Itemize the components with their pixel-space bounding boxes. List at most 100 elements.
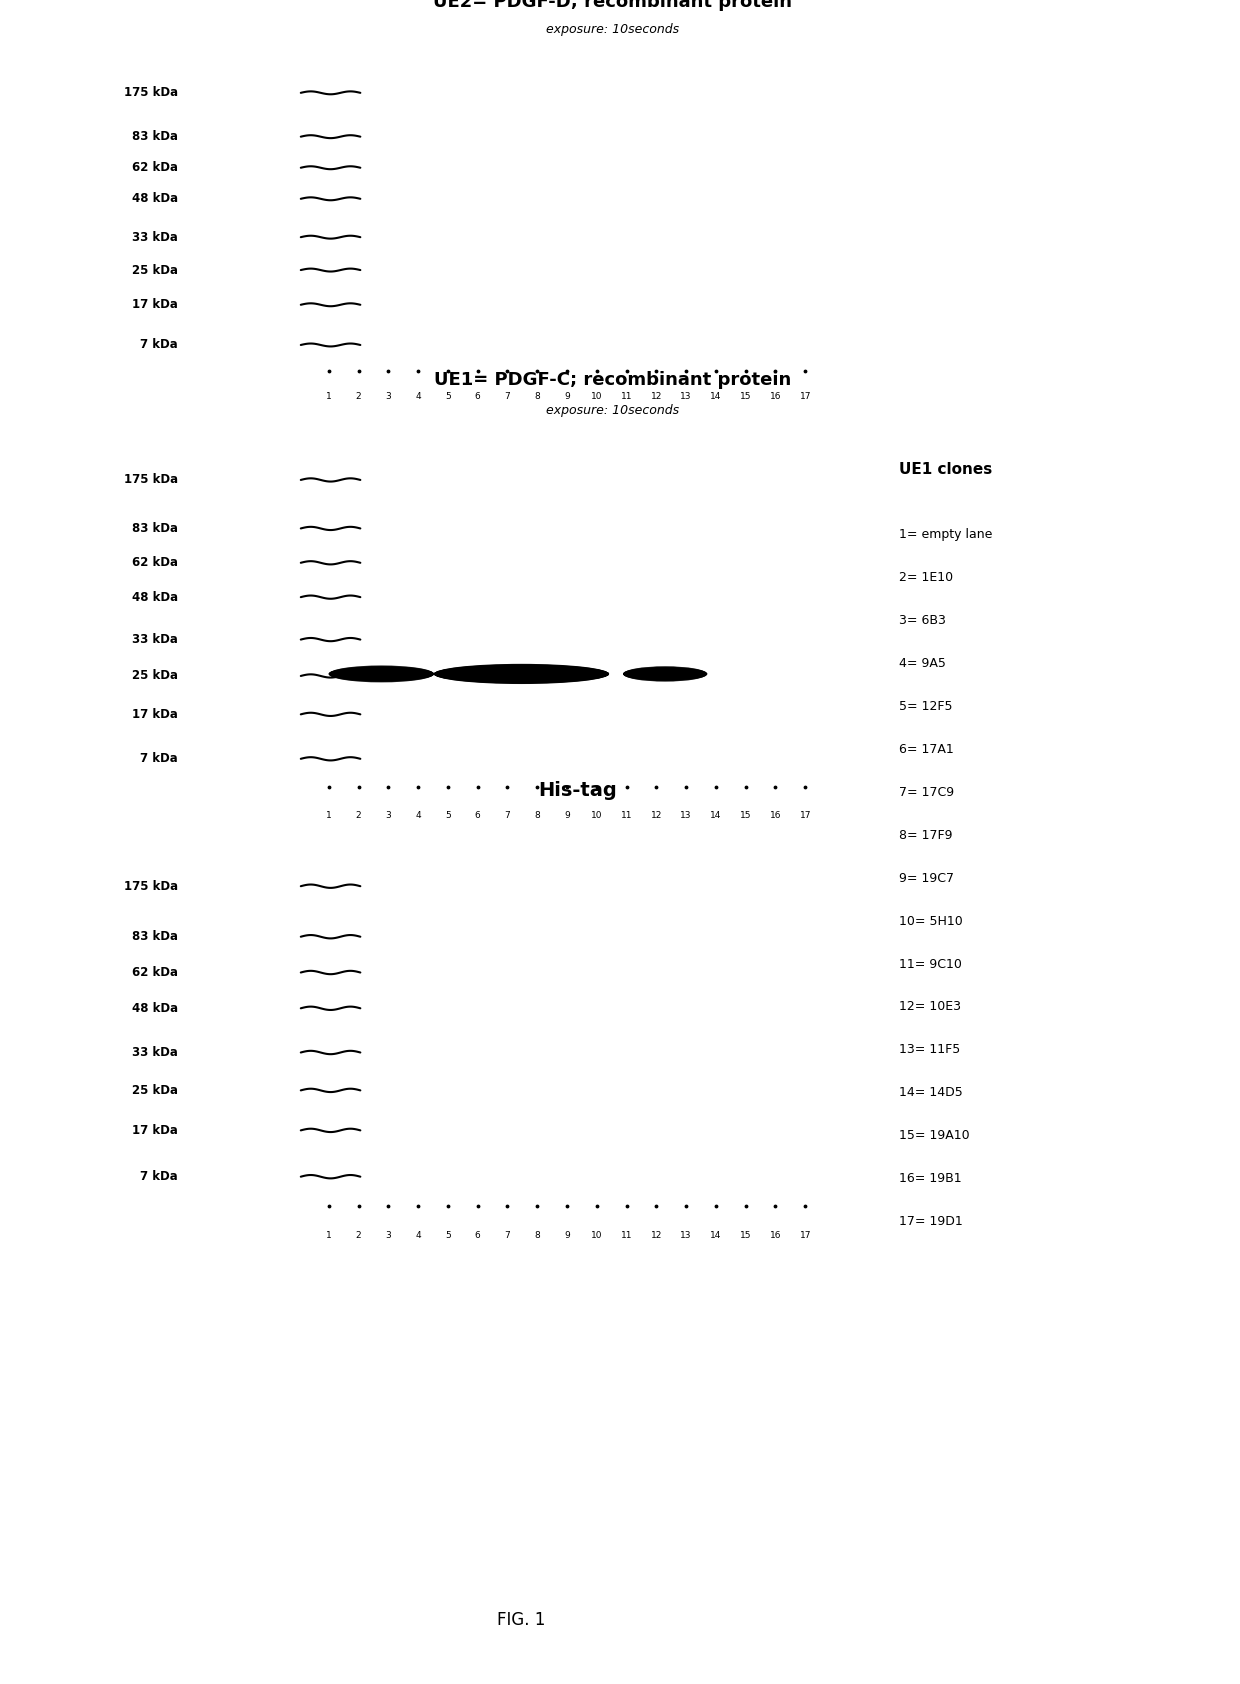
Ellipse shape (622, 667, 707, 680)
Ellipse shape (434, 667, 609, 680)
Text: 5: 5 (445, 812, 451, 820)
Text: 48 kDa: 48 kDa (133, 1002, 179, 1015)
Text: 83 kDa: 83 kDa (133, 930, 179, 943)
Ellipse shape (622, 669, 707, 679)
Ellipse shape (434, 669, 609, 680)
Ellipse shape (622, 669, 707, 679)
Text: 13= 11F5: 13= 11F5 (899, 1044, 960, 1056)
Ellipse shape (329, 667, 434, 680)
Ellipse shape (622, 670, 707, 679)
Text: 16: 16 (770, 812, 781, 820)
Text: 62 kDa: 62 kDa (133, 162, 179, 173)
Text: 11: 11 (621, 1231, 632, 1239)
Text: UE2= PDGF-D; recombinant protein: UE2= PDGF-D; recombinant protein (433, 0, 792, 10)
Ellipse shape (329, 667, 434, 682)
Text: 3: 3 (386, 812, 392, 820)
Text: 4: 4 (415, 392, 420, 401)
Text: 48 kDa: 48 kDa (133, 591, 179, 603)
Ellipse shape (329, 665, 434, 682)
Text: 1: 1 (326, 392, 331, 401)
Ellipse shape (622, 670, 707, 677)
Text: 2: 2 (356, 1231, 361, 1239)
Text: 48 kDa: 48 kDa (133, 192, 179, 205)
Ellipse shape (434, 669, 609, 679)
Text: 8: 8 (534, 812, 541, 820)
Text: 1: 1 (326, 1231, 331, 1239)
Ellipse shape (329, 669, 434, 680)
Text: 6: 6 (475, 392, 481, 401)
Text: 12: 12 (651, 812, 662, 820)
Text: 17 kDa: 17 kDa (133, 298, 179, 312)
Ellipse shape (329, 667, 434, 680)
Text: 62 kDa: 62 kDa (133, 556, 179, 569)
Ellipse shape (434, 669, 609, 679)
Text: 9: 9 (564, 1231, 570, 1239)
Text: 6= 17A1: 6= 17A1 (899, 743, 954, 756)
Text: UE1= PDGF-C; recombinant protein: UE1= PDGF-C; recombinant protein (434, 370, 791, 389)
Text: 15: 15 (740, 812, 751, 820)
Text: 1= empty lane: 1= empty lane (899, 529, 992, 542)
Text: 12: 12 (651, 392, 662, 401)
Ellipse shape (434, 670, 609, 679)
Ellipse shape (622, 669, 707, 679)
Text: exposure: 10seconds: exposure: 10seconds (546, 24, 680, 35)
Text: 25 kDa: 25 kDa (133, 670, 179, 682)
Text: exposure: 10seconds: exposure: 10seconds (546, 404, 680, 418)
Text: 175 kDa: 175 kDa (124, 86, 179, 99)
Text: 17: 17 (800, 812, 811, 820)
Text: 14= 14D5: 14= 14D5 (899, 1086, 962, 1100)
Ellipse shape (434, 663, 609, 684)
Text: 9: 9 (564, 812, 570, 820)
Text: 4: 4 (415, 812, 420, 820)
Text: 10= 5H10: 10= 5H10 (899, 914, 962, 928)
Ellipse shape (329, 669, 434, 679)
Text: 13: 13 (681, 812, 692, 820)
Ellipse shape (329, 670, 434, 679)
Ellipse shape (622, 669, 707, 680)
Text: 17 kDa: 17 kDa (133, 1123, 179, 1137)
Ellipse shape (622, 667, 707, 682)
Text: 8= 17F9: 8= 17F9 (899, 829, 952, 842)
Text: 17: 17 (800, 1231, 811, 1239)
Text: 11: 11 (621, 812, 632, 820)
Text: 3= 6B3: 3= 6B3 (899, 615, 946, 626)
Text: 6: 6 (475, 1231, 481, 1239)
Text: 15: 15 (740, 392, 751, 401)
Text: 14: 14 (711, 392, 722, 401)
Text: 5: 5 (445, 392, 451, 401)
Text: 12: 12 (651, 1231, 662, 1239)
Text: His-tag: His-tag (538, 781, 618, 800)
Text: 25 kDa: 25 kDa (133, 1084, 179, 1096)
Text: 5: 5 (445, 1231, 451, 1239)
Text: 10: 10 (591, 1231, 603, 1239)
Text: 16= 19B1: 16= 19B1 (899, 1172, 962, 1186)
Text: 7 kDa: 7 kDa (140, 753, 179, 765)
Text: 7: 7 (505, 1231, 511, 1239)
Ellipse shape (329, 669, 434, 679)
Text: 83 kDa: 83 kDa (133, 522, 179, 536)
Text: 9: 9 (564, 392, 570, 401)
Text: 25 kDa: 25 kDa (133, 264, 179, 276)
Ellipse shape (434, 665, 609, 684)
Text: 175 kDa: 175 kDa (124, 473, 179, 487)
Text: 13: 13 (681, 1231, 692, 1239)
Text: 11= 9C10: 11= 9C10 (899, 958, 962, 970)
Text: 7: 7 (505, 812, 511, 820)
Text: 62 kDa: 62 kDa (133, 967, 179, 978)
Ellipse shape (329, 665, 434, 682)
Text: 12= 10E3: 12= 10E3 (899, 1000, 961, 1014)
Text: UE1 clones: UE1 clones (899, 463, 992, 478)
Text: 175 kDa: 175 kDa (124, 879, 179, 893)
Text: 3: 3 (386, 1231, 392, 1239)
Ellipse shape (329, 667, 434, 680)
Text: 5= 12F5: 5= 12F5 (899, 701, 952, 712)
Text: 17= 19D1: 17= 19D1 (899, 1214, 962, 1228)
Ellipse shape (622, 667, 707, 680)
Text: FIG. 1: FIG. 1 (496, 1612, 546, 1628)
Text: 6: 6 (475, 812, 481, 820)
Ellipse shape (622, 670, 707, 677)
Text: 8: 8 (534, 392, 541, 401)
Text: 13: 13 (681, 392, 692, 401)
Text: 17: 17 (800, 392, 811, 401)
Text: 9= 19C7: 9= 19C7 (899, 872, 954, 884)
